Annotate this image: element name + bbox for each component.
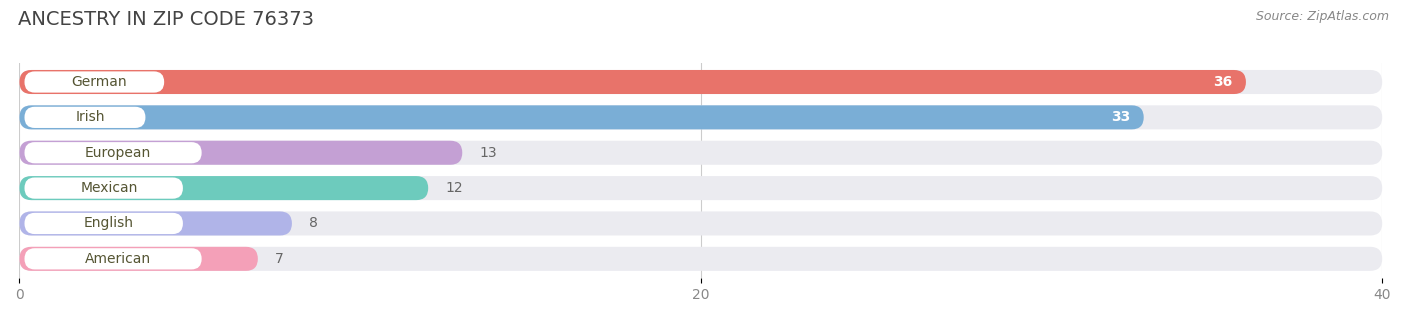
Text: American: American [86, 252, 152, 266]
Text: ANCESTRY IN ZIP CODE 76373: ANCESTRY IN ZIP CODE 76373 [18, 10, 315, 29]
Text: Source: ZipAtlas.com: Source: ZipAtlas.com [1256, 10, 1389, 23]
FancyBboxPatch shape [20, 141, 463, 165]
FancyBboxPatch shape [20, 211, 1382, 236]
FancyBboxPatch shape [24, 71, 165, 93]
FancyBboxPatch shape [24, 178, 183, 199]
FancyBboxPatch shape [20, 105, 1143, 129]
Text: 33: 33 [1111, 110, 1130, 124]
FancyBboxPatch shape [20, 141, 1382, 165]
Text: English: English [84, 217, 134, 230]
FancyBboxPatch shape [24, 107, 145, 128]
FancyBboxPatch shape [20, 211, 292, 236]
Text: 13: 13 [479, 146, 496, 160]
Text: 36: 36 [1213, 75, 1232, 89]
Text: European: European [84, 146, 152, 160]
FancyBboxPatch shape [20, 176, 1382, 200]
FancyBboxPatch shape [20, 176, 429, 200]
Text: Mexican: Mexican [80, 181, 138, 195]
FancyBboxPatch shape [24, 142, 201, 163]
FancyBboxPatch shape [20, 70, 1246, 94]
FancyBboxPatch shape [20, 105, 1382, 129]
FancyBboxPatch shape [24, 213, 183, 234]
FancyBboxPatch shape [24, 248, 201, 269]
Text: 7: 7 [276, 252, 284, 266]
FancyBboxPatch shape [20, 247, 1382, 271]
Text: 12: 12 [446, 181, 463, 195]
FancyBboxPatch shape [20, 247, 257, 271]
FancyBboxPatch shape [20, 70, 1382, 94]
Text: 8: 8 [309, 217, 318, 230]
Text: Irish: Irish [76, 110, 105, 124]
Text: German: German [72, 75, 128, 89]
